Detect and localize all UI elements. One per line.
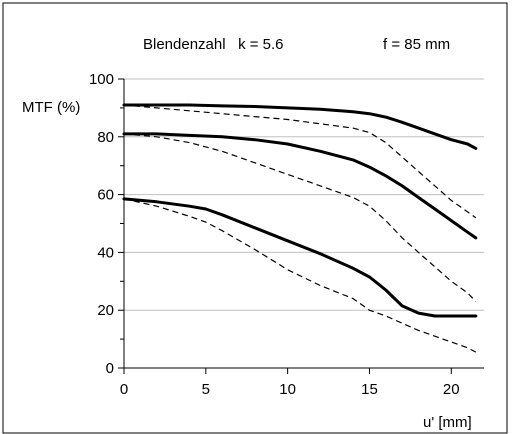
y-tick-label: 100: [89, 71, 114, 88]
x-axis-label: u' [mm]: [423, 414, 472, 431]
y-tick-label: 80: [97, 129, 114, 146]
axis-layer: 0 20 40 60 80 100 0 5 10 15 20: [89, 71, 484, 398]
y-axis-label: MTF (%): [22, 99, 80, 116]
y-tick-label: 0: [106, 360, 114, 377]
y-tick-label: 60: [97, 187, 114, 204]
x-tick-label: 20: [443, 381, 460, 398]
series-layer: [122, 103, 478, 353]
solid-curve-5: [122, 197, 478, 318]
chart-title: Blendenzahl k = 5.6: [143, 36, 284, 53]
x-tick-label: 15: [361, 381, 378, 398]
y-tick-label: 40: [97, 244, 114, 261]
y-tick-label: 20: [97, 302, 114, 319]
dashed-curve-2: [123, 104, 477, 219]
chart-subtitle: f = 85 mm: [383, 36, 450, 53]
grid-layer: [124, 78, 484, 311]
solid-curve-3: [122, 132, 478, 240]
dashed-curve-4: [123, 133, 477, 302]
x-tick-label: 0: [120, 381, 128, 398]
x-tick-label: 10: [279, 381, 296, 398]
x-tick-label: 5: [202, 381, 210, 398]
dashed-curve-6: [123, 198, 477, 353]
chart-border: [2, 2, 508, 434]
solid-curve-1: [122, 103, 478, 150]
